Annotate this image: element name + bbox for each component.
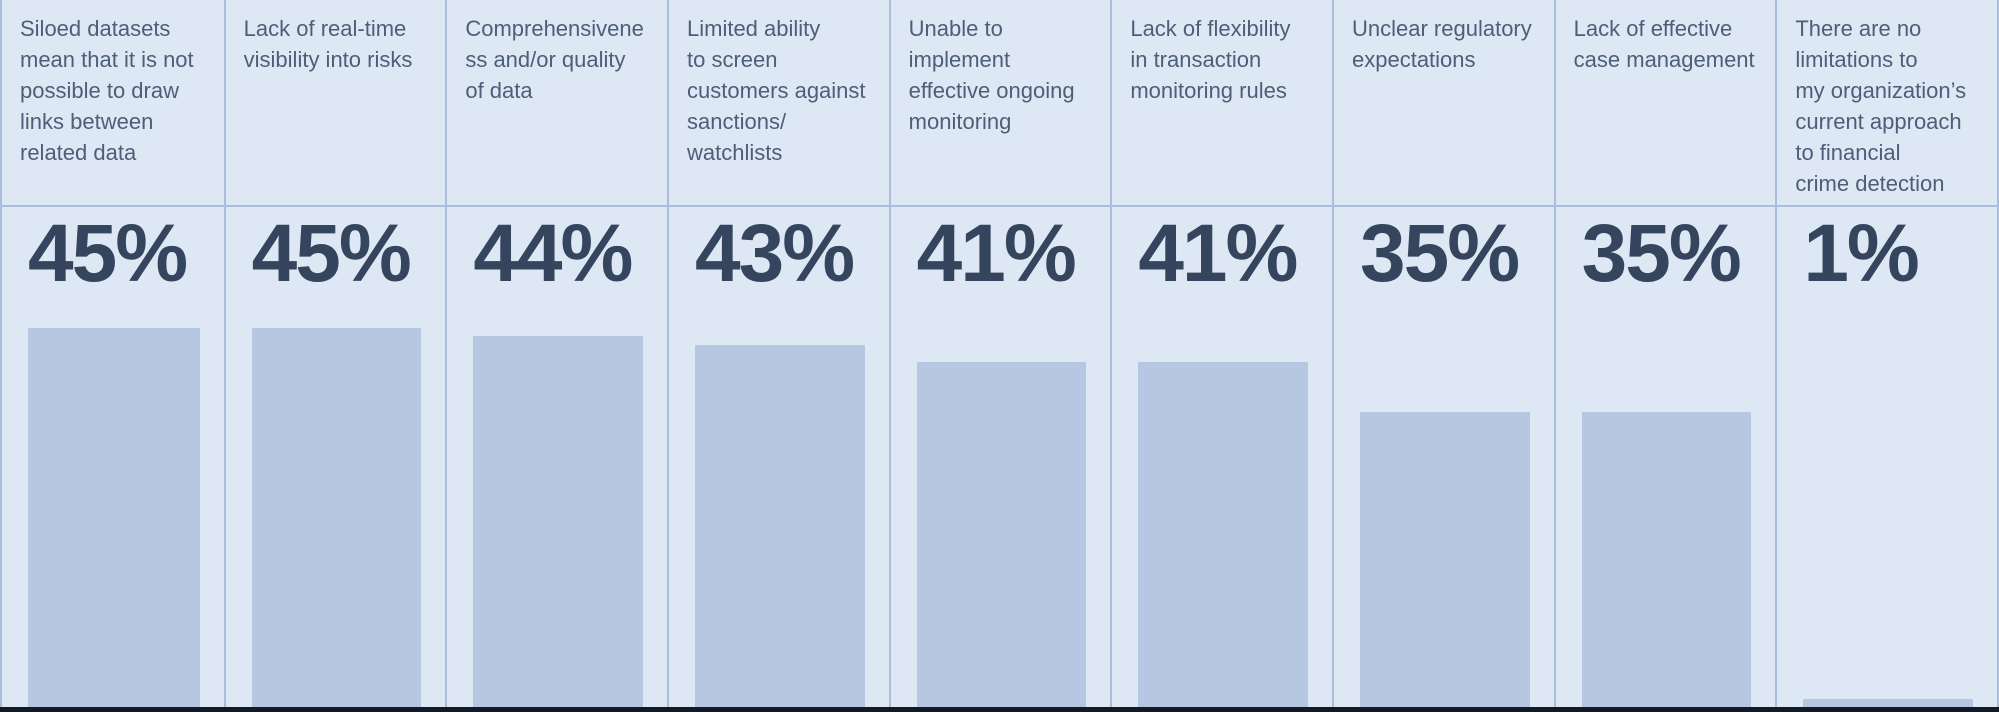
bar	[1803, 699, 1973, 707]
value-label: 44%	[473, 208, 633, 299]
category-label: Unclear regulatory expectations	[1334, 0, 1554, 207]
category-label: Limited ability to screen customers agai…	[669, 0, 889, 207]
bar	[695, 345, 865, 707]
value-label: 35%	[1360, 208, 1520, 299]
bar	[251, 328, 422, 707]
value-label: 1%	[1803, 208, 1920, 299]
bar	[28, 328, 200, 707]
chart-column: Unclear regulatory expectations 35%	[1332, 0, 1554, 712]
chart-column: Siloed datasets mean that it is not poss…	[2, 0, 224, 712]
chart-column: There are no limitations to my organizat…	[1775, 0, 1997, 712]
chart-column: Lack of real-time visibility into risks …	[223, 0, 446, 712]
chart-column: Comprehensivene ss and/or quality of dat…	[445, 0, 667, 712]
category-label: Lack of flexibility in transaction monit…	[1112, 0, 1332, 207]
value-label: 43%	[695, 208, 855, 299]
baseline-axis	[0, 707, 1999, 712]
value-label: 41%	[916, 208, 1077, 299]
bar	[473, 336, 643, 707]
bar	[1581, 412, 1752, 707]
bar	[916, 362, 1087, 707]
category-label: Siloed datasets mean that it is not poss…	[2, 0, 224, 207]
value-label: 45%	[251, 208, 412, 299]
value-label: 45%	[28, 208, 188, 299]
value-label: 35%	[1581, 208, 1742, 299]
value-label: 41%	[1138, 208, 1298, 299]
chart-column: Lack of effective case management 35%	[1553, 0, 1776, 712]
chart-column: Lack of flexibility in transaction monit…	[1110, 0, 1332, 712]
category-label: There are no limitations to my organizat…	[1777, 0, 1997, 207]
chart-column: Limited ability to screen customers agai…	[667, 0, 889, 712]
category-label: Comprehensivene ss and/or quality of dat…	[447, 0, 667, 207]
chart-column: Unable to implement effective ongoing mo…	[888, 0, 1111, 712]
category-label: Lack of effective case management	[1555, 0, 1776, 207]
category-label: Lack of real-time visibility into risks	[225, 0, 446, 207]
bar	[1138, 362, 1308, 707]
bar	[1360, 412, 1530, 707]
category-label: Unable to implement effective ongoing mo…	[890, 0, 1111, 207]
